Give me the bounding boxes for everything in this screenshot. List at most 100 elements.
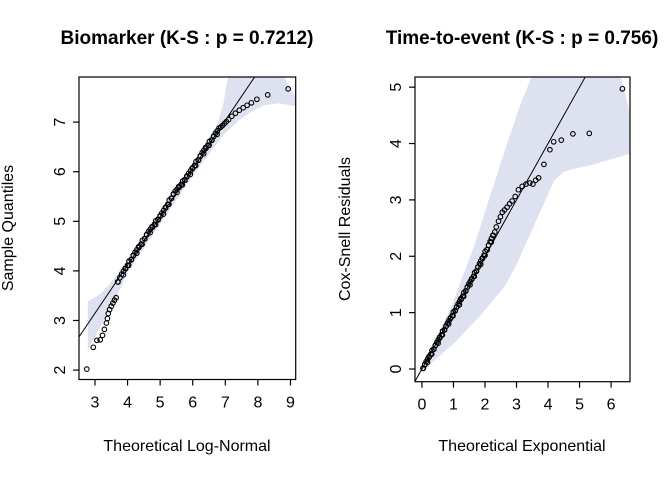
data-point bbox=[248, 99, 255, 106]
data-points-layer bbox=[83, 86, 292, 372]
x-tick-label: 3 bbox=[91, 395, 100, 412]
data-point bbox=[103, 320, 110, 326]
data-point bbox=[152, 221, 159, 228]
y-tick-label: 5 bbox=[52, 217, 69, 226]
confidence-band bbox=[87, 77, 296, 351]
data-point bbox=[471, 273, 478, 280]
data-point bbox=[450, 312, 456, 319]
data-point bbox=[619, 85, 626, 92]
data-point bbox=[456, 301, 463, 308]
data-point bbox=[110, 300, 116, 306]
x-tick-label: 7 bbox=[221, 395, 230, 412]
y-tick-label: 6 bbox=[52, 167, 69, 176]
data-point bbox=[174, 189, 180, 196]
y-tick-label: 2 bbox=[52, 366, 69, 375]
data-point bbox=[558, 137, 565, 143]
data-point bbox=[192, 162, 199, 169]
x-tick-label: 3 bbox=[512, 397, 521, 414]
data-point bbox=[206, 142, 212, 149]
data-point bbox=[526, 180, 533, 186]
data-point bbox=[104, 315, 111, 322]
x-tick-label: 4 bbox=[123, 395, 132, 412]
confidence-band bbox=[422, 77, 630, 373]
confidence-band-layer bbox=[422, 77, 630, 373]
data-point bbox=[285, 86, 292, 92]
data-point bbox=[214, 131, 220, 138]
data-point bbox=[90, 344, 97, 351]
data-points-layer bbox=[420, 85, 626, 372]
data-point bbox=[187, 171, 194, 178]
data-point bbox=[179, 181, 186, 188]
data-point bbox=[439, 332, 446, 338]
reference-line-layer bbox=[414, 77, 586, 382]
x-tick-label: 5 bbox=[575, 397, 584, 414]
data-point bbox=[232, 110, 239, 117]
data-point bbox=[460, 293, 467, 300]
data-point bbox=[482, 252, 488, 259]
y-tick-label: 3 bbox=[388, 195, 405, 204]
data-point bbox=[240, 104, 247, 111]
x-axis-label: Theoretical Exponential bbox=[438, 438, 605, 455]
x-tick-label: 4 bbox=[544, 397, 553, 414]
data-point bbox=[509, 198, 515, 204]
data-point bbox=[217, 124, 224, 130]
y-axis-label: Sample Quantiles bbox=[0, 165, 17, 291]
data-point bbox=[113, 294, 119, 301]
data-point bbox=[515, 186, 522, 193]
plot-frame-layer bbox=[414, 76, 631, 383]
data-point bbox=[491, 229, 498, 235]
data-point bbox=[435, 340, 441, 347]
data-point bbox=[512, 193, 519, 200]
data-point bbox=[94, 337, 100, 344]
data-point bbox=[428, 351, 435, 358]
plot-title: Biomarker (K-S : p = 0.7212) bbox=[61, 28, 314, 49]
y-tick-label: 1 bbox=[388, 308, 405, 317]
data-point bbox=[99, 332, 106, 339]
data-point bbox=[541, 161, 547, 168]
y-tick-label: 5 bbox=[388, 83, 405, 92]
reference-line bbox=[414, 77, 586, 382]
x-tick-label: 8 bbox=[253, 395, 262, 412]
data-point bbox=[120, 272, 127, 278]
y-tick-label: 2 bbox=[388, 252, 405, 261]
data-point bbox=[497, 213, 504, 220]
y-tick-label: 7 bbox=[52, 118, 69, 127]
x-tick-label: 5 bbox=[156, 395, 165, 412]
data-point bbox=[495, 218, 502, 225]
data-point bbox=[254, 96, 260, 103]
y-tick-label: 3 bbox=[52, 316, 69, 325]
data-point bbox=[445, 321, 452, 327]
data-point bbox=[535, 175, 542, 181]
data-point bbox=[97, 336, 104, 343]
y-tick-label: 0 bbox=[388, 364, 405, 373]
data-point bbox=[530, 181, 536, 187]
plot-time-to-event: 0 1 2 3 4 5 6 0 1 2 3 4 5 Time-to-event (K-S : p = 0… bbox=[337, 28, 658, 455]
data-point bbox=[570, 131, 576, 137]
y-axis-label: Cox-Snell Residuals bbox=[337, 157, 354, 301]
data-point bbox=[236, 107, 243, 114]
data-point bbox=[550, 138, 557, 145]
data-point bbox=[493, 224, 500, 230]
x-tick-label: 6 bbox=[188, 395, 197, 412]
plot-frame bbox=[78, 76, 297, 381]
data-point bbox=[244, 102, 250, 109]
data-point bbox=[147, 229, 153, 236]
plot-biomarker: 3 4 5 6 7 8 9 2 3 4 5 6 7 Biomarker (K-S : p = 0.721… bbox=[0, 28, 313, 455]
data-point bbox=[586, 130, 593, 137]
x-tick-label: 2 bbox=[481, 397, 490, 414]
data-point bbox=[108, 303, 115, 309]
data-point bbox=[424, 359, 431, 366]
data-point bbox=[160, 211, 167, 217]
plot-title: Time-to-event (K-S : p = 0.756) bbox=[386, 28, 659, 49]
data-point bbox=[83, 366, 90, 372]
data-point bbox=[133, 250, 140, 257]
data-point bbox=[467, 282, 473, 288]
plot-frame-layer bbox=[78, 76, 297, 381]
x-tick-label: 1 bbox=[449, 397, 458, 414]
x-axis-label: Theoretical Log-Normal bbox=[103, 438, 270, 455]
x-tick-label: 9 bbox=[286, 395, 295, 412]
axes-layer: 0 1 2 3 4 5 6 0 1 2 3 4 5 bbox=[388, 83, 616, 414]
y-tick-label: 4 bbox=[52, 266, 69, 275]
